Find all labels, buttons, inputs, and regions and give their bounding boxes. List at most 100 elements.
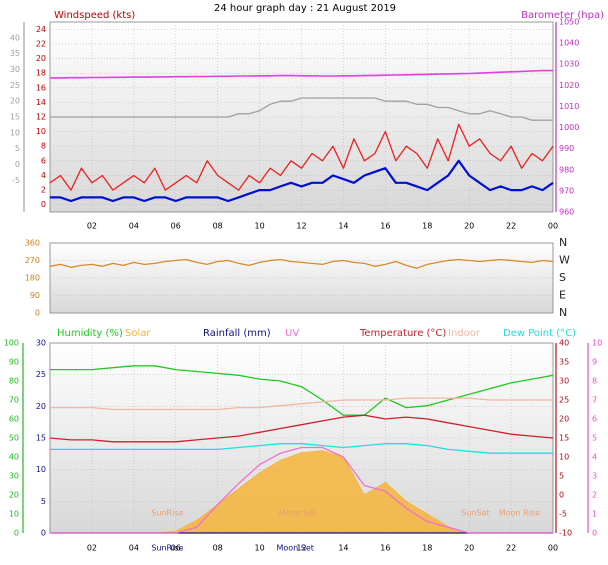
y-tick-label: 40 bbox=[559, 339, 569, 348]
chart-title: 24 hour graph day : 21 August 2019 bbox=[214, 3, 396, 14]
x-tick-label: 10 bbox=[254, 544, 264, 553]
y-tick-label: 2 bbox=[592, 491, 597, 500]
axis-annotation: SunRise bbox=[151, 544, 183, 553]
y-tick-label: 25 bbox=[10, 81, 20, 90]
y-tick-label: 15 bbox=[10, 113, 20, 122]
y-tick-label: 0 bbox=[41, 529, 46, 538]
x-tick-label: 18 bbox=[422, 544, 432, 553]
y-tick-label: 30 bbox=[559, 377, 569, 386]
line bbox=[50, 446, 553, 534]
y-tick-label: 90 bbox=[9, 358, 19, 367]
y-tick-label: 960 bbox=[559, 208, 574, 217]
x-tick-label: 14 bbox=[338, 544, 348, 553]
line bbox=[49, 123, 554, 191]
y-tick-label: 35 bbox=[10, 49, 20, 58]
y-tick-label: 360 bbox=[25, 239, 40, 248]
y-tick-label: 16 bbox=[36, 83, 46, 92]
x-tick-label: 06 bbox=[171, 544, 181, 553]
x-tick-label: 06 bbox=[171, 222, 181, 231]
y-tick-label: 22 bbox=[36, 39, 46, 48]
y-tick-label: -10 bbox=[559, 529, 572, 538]
y-tick-label: 1020 bbox=[559, 81, 579, 90]
y-tick-label: 5 bbox=[15, 144, 20, 153]
y-tick-label: 15 bbox=[559, 434, 569, 443]
x-tick-label: 08 bbox=[213, 544, 223, 553]
y-tick-label: 180 bbox=[25, 274, 40, 283]
y-tick-label: 1 bbox=[592, 510, 597, 519]
y-tick-label: N bbox=[559, 306, 567, 319]
y-tick-label: -5 bbox=[12, 176, 20, 185]
y-tick-label: 10 bbox=[10, 128, 20, 137]
legend-entry: Solar bbox=[125, 328, 151, 339]
y-tick-label: 40 bbox=[10, 33, 20, 42]
y-tick-label: 15 bbox=[36, 434, 46, 443]
x-tick-label: 22 bbox=[506, 544, 516, 553]
y-tick-label: 30 bbox=[36, 339, 46, 348]
x-tick-label: 00 bbox=[548, 222, 558, 231]
y-tick-label: 1030 bbox=[559, 60, 579, 69]
x-tick-label: 08 bbox=[213, 222, 223, 231]
y-tick-label: 6 bbox=[592, 415, 597, 424]
y-tick-label: 4 bbox=[41, 171, 46, 180]
line bbox=[50, 365, 554, 416]
y-tick-label: 60 bbox=[9, 415, 19, 424]
y-tick-label: W bbox=[559, 254, 570, 267]
x-tick-label: 10 bbox=[254, 222, 264, 231]
y-tick-label: 12 bbox=[36, 113, 46, 122]
y-tick-label: 20 bbox=[10, 97, 20, 106]
x-tick-label: 04 bbox=[129, 222, 139, 231]
y-tick-label: 100 bbox=[4, 339, 19, 348]
y-tick-label: 270 bbox=[25, 256, 40, 265]
y-tick-label: 6 bbox=[41, 156, 46, 165]
y-tick-label: 30 bbox=[10, 65, 20, 74]
x-tick-label: 02 bbox=[87, 222, 97, 231]
y-tick-label: N bbox=[559, 236, 567, 249]
x-tick-label: 18 bbox=[422, 222, 432, 231]
y-tick-label: 10 bbox=[9, 510, 19, 519]
y-tick-label: 25 bbox=[36, 370, 46, 379]
x-tick-label: 16 bbox=[380, 222, 390, 231]
legend-entry: Rainfall (mm) bbox=[203, 328, 271, 339]
y-tick-label: 80 bbox=[9, 377, 19, 386]
annotation: SunSet bbox=[461, 509, 489, 518]
y-tick-label: 20 bbox=[559, 415, 569, 424]
y-tick-label: 18 bbox=[36, 69, 46, 78]
y-tick-label: 8 bbox=[41, 142, 46, 151]
x-tick-label: 22 bbox=[506, 222, 516, 231]
y-tick-label: 9 bbox=[592, 358, 597, 367]
annotation: Moon Set bbox=[279, 509, 316, 518]
line bbox=[50, 159, 554, 203]
y-tick-label: 1000 bbox=[559, 123, 579, 132]
axis-title: Barometer (hpa) bbox=[521, 10, 604, 21]
y-tick-label: 35 bbox=[559, 358, 569, 367]
axis-title: Windspeed (kts) bbox=[54, 10, 135, 21]
x-tick-label: 16 bbox=[380, 544, 390, 553]
y-tick-label: 50 bbox=[9, 434, 19, 443]
line bbox=[50, 443, 553, 454]
y-tick-label: 20 bbox=[36, 402, 46, 411]
legend-entry: UV bbox=[285, 328, 299, 339]
y-tick-label: 10 bbox=[559, 453, 569, 462]
y-tick-label: 70 bbox=[9, 396, 19, 405]
y-tick-label: 20 bbox=[9, 491, 19, 500]
y-tick-label: 25 bbox=[559, 396, 569, 405]
y-tick-label: 0 bbox=[15, 160, 20, 169]
y-tick-label: 10 bbox=[36, 127, 46, 136]
x-tick-label: 20 bbox=[464, 222, 474, 231]
y-tick-label: 1010 bbox=[559, 102, 579, 111]
y-tick-label: 1050 bbox=[559, 18, 579, 27]
x-tick-label: 12 bbox=[296, 544, 306, 553]
y-tick-label: 0 bbox=[592, 529, 597, 538]
y-tick-label: 0 bbox=[14, 529, 19, 538]
y-tick-label: 990 bbox=[559, 144, 574, 153]
y-tick-label: 970 bbox=[559, 186, 574, 195]
axis-annotation: Moon Set bbox=[276, 544, 313, 553]
x-tick-label: 02 bbox=[87, 544, 97, 553]
x-tick-label: 20 bbox=[464, 544, 474, 553]
legend-entry: Dew Point (°C) bbox=[503, 328, 576, 339]
annotation: SunRise bbox=[151, 509, 183, 518]
y-tick-label: 0 bbox=[35, 309, 40, 318]
y-tick-label: E bbox=[559, 289, 566, 302]
x-tick-label: 14 bbox=[338, 222, 348, 231]
